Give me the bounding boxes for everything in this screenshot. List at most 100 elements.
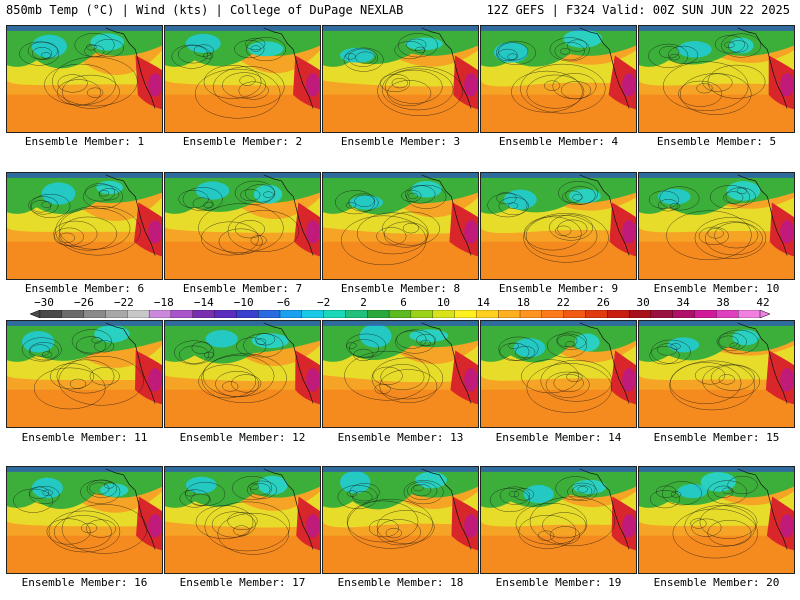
ensemble-member-label: Ensemble Member: 15 bbox=[653, 431, 780, 444]
colorbar-swatch bbox=[388, 310, 412, 318]
ensemble-member-label: Ensemble Member: 13 bbox=[337, 431, 464, 444]
colorbar-tick-label: −6 bbox=[277, 296, 291, 309]
colorbar-swatch bbox=[498, 310, 521, 318]
forecast-map-image bbox=[639, 173, 794, 279]
ensemble-map-panel bbox=[480, 172, 637, 280]
colorbar-swatch bbox=[585, 310, 608, 318]
ensemble-member-label: Ensemble Member: 6 bbox=[24, 282, 145, 295]
ensemble-member-label: Ensemble Member: 4 bbox=[498, 135, 619, 148]
forecast-map-image bbox=[165, 26, 320, 132]
temperature-colorbar bbox=[30, 310, 770, 318]
ensemble-map-panel bbox=[6, 172, 163, 280]
ensemble-member-label: Ensemble Member: 20 bbox=[653, 576, 780, 589]
colorbar-tick-label: −10 bbox=[233, 296, 254, 309]
colorbar-swatch bbox=[61, 310, 85, 318]
colorbar-swatch bbox=[367, 310, 390, 318]
colorbar-swatch bbox=[214, 310, 237, 318]
colorbar-swatch bbox=[192, 310, 215, 318]
ensemble-map-panel bbox=[322, 320, 479, 428]
ensemble-member-label: Ensemble Member: 17 bbox=[179, 576, 306, 589]
forecast-map-image bbox=[323, 173, 478, 279]
colorbar-tick-label: −30 bbox=[34, 296, 54, 309]
forecast-map-image bbox=[481, 321, 636, 427]
ensemble-member-label: Ensemble Member: 11 bbox=[21, 431, 148, 444]
colorbar-tick-label: −2 bbox=[316, 296, 331, 309]
ensemble-member-label: Ensemble Member: 7 bbox=[182, 282, 303, 295]
ensemble-map-panel bbox=[638, 320, 795, 428]
colorbar-tick-label: −14 bbox=[193, 296, 214, 309]
ensemble-member-label: Ensemble Member: 8 bbox=[340, 282, 461, 295]
forecast-map-image bbox=[323, 26, 478, 132]
ensemble-member-label: Ensemble Member: 9 bbox=[498, 282, 619, 295]
colorbar-tick-label: 2 bbox=[360, 296, 367, 309]
colorbar-swatch bbox=[170, 310, 194, 318]
ensemble-member-label: Ensemble Member: 12 bbox=[179, 431, 306, 444]
forecast-map-image bbox=[165, 173, 320, 279]
colorbar-tick-label: −18 bbox=[153, 296, 174, 309]
colorbar-swatch bbox=[323, 310, 346, 318]
colorbar-swatch bbox=[563, 310, 586, 318]
ensemble-member-label: Ensemble Member: 1 bbox=[24, 135, 145, 148]
colorbar-swatch bbox=[39, 310, 63, 318]
colorbar-swatch bbox=[607, 310, 630, 318]
colorbar-tick-label: 38 bbox=[716, 296, 730, 309]
ensemble-map-panel bbox=[638, 466, 795, 574]
colorbar-swatch bbox=[83, 310, 106, 318]
colorbar-tick-label: 18 bbox=[516, 296, 530, 309]
ensemble-map-panel bbox=[480, 25, 637, 133]
colorbar-labels: −30 −26 −22 −18 −14 −10 −6 −2 2 6 10 14 18 22 26 30 34 38… bbox=[0, 297, 800, 309]
ensemble-map-panel bbox=[638, 25, 795, 133]
ensemble-member-label: Ensemble Member: 3 bbox=[340, 135, 461, 148]
ensemble-map-panel bbox=[164, 25, 321, 133]
ensemble-map-panel bbox=[6, 25, 163, 133]
colorbar-swatch bbox=[519, 310, 543, 318]
ensemble-member-label: Ensemble Member: 18 bbox=[337, 576, 464, 589]
forecast-map-image bbox=[165, 321, 320, 427]
map-title: 850mb Temp (°C) | Wind (kts) | College o… bbox=[6, 3, 404, 17]
colorbar-tick-label: 10 bbox=[436, 296, 451, 309]
colorbar-tick-label: 6 bbox=[400, 296, 407, 309]
ensemble-map-panel bbox=[322, 466, 479, 574]
forecast-map-image bbox=[639, 467, 794, 573]
ensemble-map-panel bbox=[164, 320, 321, 428]
colorbar-swatch bbox=[105, 310, 128, 318]
ensemble-member-label: Ensemble Member: 14 bbox=[495, 431, 622, 444]
colorbar-swatch bbox=[301, 310, 325, 318]
colorbar-tick-label: −26 bbox=[74, 296, 94, 309]
model-run-info: 12Z GEFS | F324 Valid: 00Z SUN JUN 22 20… bbox=[486, 3, 790, 17]
colorbar-swatch bbox=[432, 310, 455, 318]
ensemble-map-panel bbox=[6, 466, 163, 574]
colorbar-tick-label: 22 bbox=[556, 296, 570, 309]
forecast-map-image bbox=[639, 321, 794, 427]
colorbar-tick-label: 34 bbox=[676, 296, 690, 309]
ensemble-member-label: Ensemble Member: 16 bbox=[21, 576, 148, 589]
colorbar-swatch bbox=[476, 310, 499, 318]
colorbar-swatch bbox=[738, 310, 761, 318]
colorbar-swatch bbox=[672, 310, 695, 318]
forecast-map-image bbox=[165, 467, 320, 573]
colorbar-tick-label: −22 bbox=[113, 296, 134, 309]
ensemble-map-panel bbox=[480, 466, 637, 574]
colorbar-tick-label: 26 bbox=[596, 296, 610, 309]
ensemble-map-panel bbox=[480, 320, 637, 428]
ensemble-map-panel bbox=[164, 466, 321, 574]
forecast-map-image bbox=[481, 467, 636, 573]
colorbar-swatch bbox=[410, 310, 434, 318]
ensemble-map-panel bbox=[638, 172, 795, 280]
ensemble-member-label: Ensemble Member: 10 bbox=[653, 282, 780, 295]
forecast-map-image bbox=[639, 26, 794, 132]
colorbar-swatch bbox=[628, 310, 652, 318]
colorbar-swatch bbox=[541, 310, 565, 318]
colorbar-swatch bbox=[258, 310, 281, 318]
forecast-map-image bbox=[323, 467, 478, 573]
forecast-map-image bbox=[323, 321, 478, 427]
ensemble-map-panel bbox=[322, 25, 479, 133]
colorbar-tick-label: 42 bbox=[756, 296, 770, 309]
ensemble-member-label: Ensemble Member: 19 bbox=[495, 576, 622, 589]
ensemble-map-panel bbox=[6, 320, 163, 428]
forecast-map-image bbox=[481, 26, 636, 132]
colorbar-max-arrow bbox=[759, 310, 770, 318]
colorbar-swatch bbox=[279, 310, 303, 318]
forecast-map-image bbox=[7, 26, 162, 132]
forecast-map-image bbox=[481, 173, 636, 279]
